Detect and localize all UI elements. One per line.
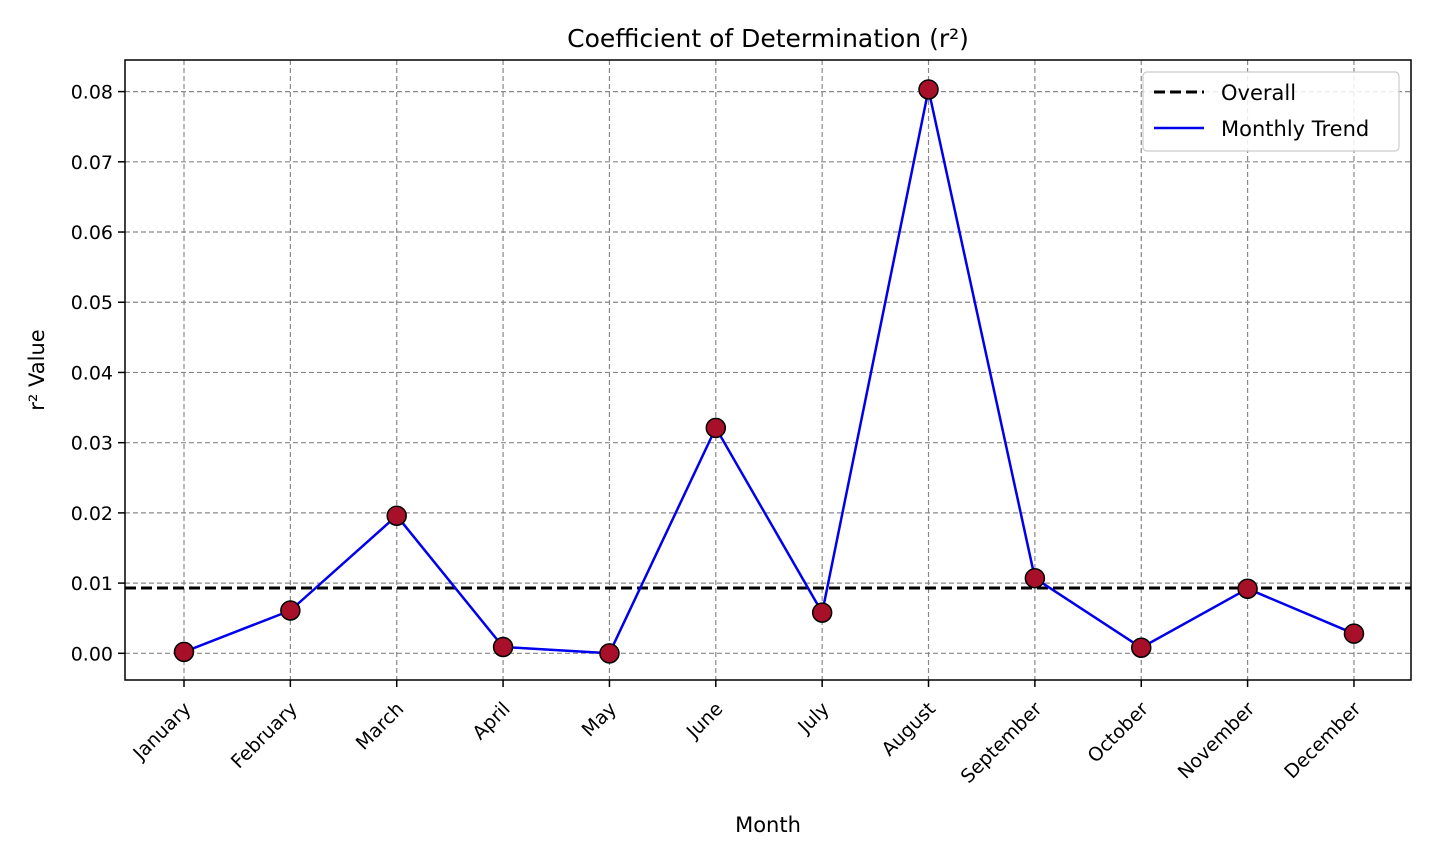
data-point-january [173, 641, 195, 663]
y-tick-label: 0.02 [71, 503, 113, 525]
y-tick-label: 0.01 [71, 573, 113, 595]
y-axis-label: r² Value [25, 329, 49, 410]
grid-layer [125, 60, 1411, 680]
y-tick-label: 0.06 [71, 222, 113, 244]
data-point-october [1130, 637, 1152, 658]
legend-overall-label: Overall [1221, 81, 1296, 105]
y-tick-label: 0.07 [71, 152, 113, 174]
legend-box [1142, 71, 1400, 152]
y-axis-ticks: 0.00 0.01 0.02 0.03 0.04 0.05 0.06 0.07 0.08 [71, 82, 125, 665]
legend-monthly-trend-label: Monthly Trend [1221, 117, 1369, 141]
series-layer [173, 79, 1365, 664]
data-point-february [280, 600, 301, 621]
plot-frame [124, 59, 1412, 681]
data-point-april [492, 636, 514, 658]
data-point-march [386, 505, 407, 526]
data-point-november [1237, 578, 1258, 599]
legend: Overall Monthly Trend [1142, 71, 1400, 152]
monthly-trend-line [183, 88, 1355, 655]
data-point-december [1343, 623, 1365, 644]
y-tick-label: 0.08 [71, 82, 113, 104]
y-tick-label: 0.04 [71, 362, 113, 384]
data-point-august [918, 79, 939, 100]
data-point-june [705, 417, 727, 439]
x-axis-label: Month [735, 813, 801, 837]
y-tick-label: 0.03 [71, 433, 113, 455]
y-tick-label: 0.05 [71, 292, 113, 314]
data-point-september [1024, 567, 1046, 589]
chart-title: Coefficient of Determination (r²) [567, 24, 969, 53]
y-tick-label: 0.00 [71, 643, 113, 665]
data-point-may [599, 643, 620, 664]
data-point-july [811, 602, 833, 623]
